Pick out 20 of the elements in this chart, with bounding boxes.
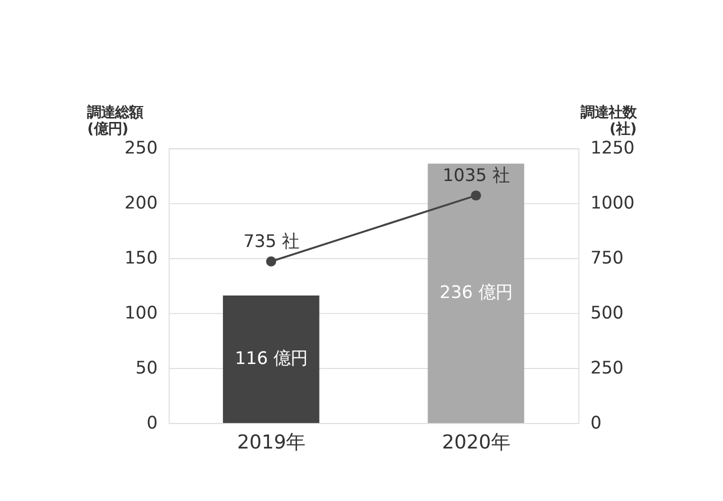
data-label: 116 億円	[234, 349, 308, 370]
y-tick-label: 200	[124, 193, 158, 214]
y2-tick-label: 1250	[590, 138, 635, 159]
y2-tick-label: 1000	[590, 193, 635, 214]
data-label: 735 社	[243, 232, 299, 252]
x-tick-label: 2019年	[237, 430, 306, 454]
y2-tick-label: 500	[590, 303, 624, 324]
y-tick-label: 50	[136, 358, 158, 378]
y-axis-title: 調達総額 (億円)	[86, 104, 144, 138]
y-tick-label: 0	[146, 413, 158, 434]
y-tick-label: 150	[124, 248, 158, 268]
y-tick-label: 100	[124, 303, 158, 324]
data-label: 236 億円	[440, 283, 512, 304]
y2-tick-label: 750	[590, 248, 624, 268]
y2-axis-title: 調達社数 (社)	[580, 104, 638, 138]
y2-tick-label: 0	[590, 413, 602, 434]
x-tick-label: 2020年	[442, 430, 510, 454]
y2-tick-label: 250	[590, 358, 624, 378]
data-label: 1035 社	[442, 166, 510, 186]
y-tick-label: 250	[124, 138, 158, 159]
